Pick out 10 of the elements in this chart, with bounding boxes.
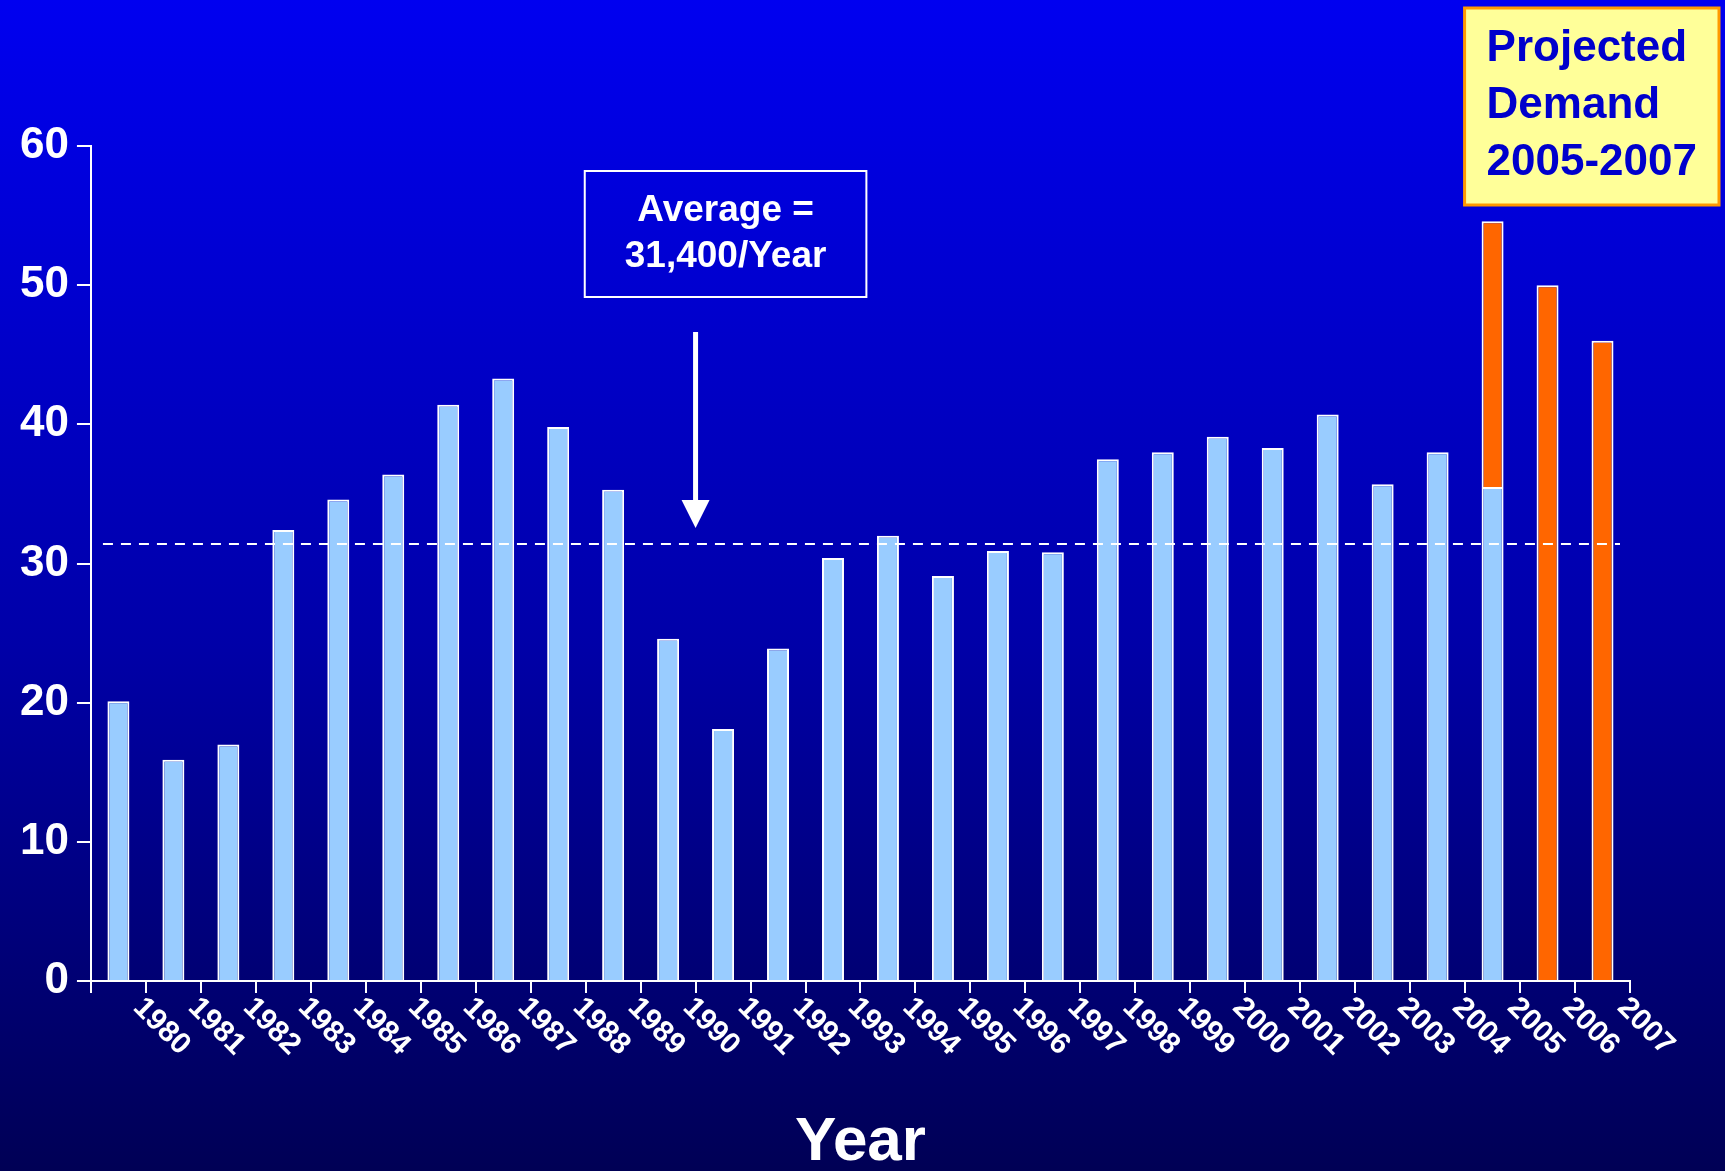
x-axis-title: Year — [794, 1104, 926, 1171]
y-tick-label: 0 — [44, 953, 69, 1003]
y-tick-label: 10 — [19, 813, 69, 863]
ref-line-label: Average = 31,400/Year — [624, 188, 827, 276]
y-tick-label: 60 — [19, 118, 69, 168]
annotation: Projected Demand 2005-2007 — [1486, 21, 1697, 185]
y-tick-label: 20 — [19, 674, 69, 724]
y-tick-label: 30 — [19, 535, 69, 585]
y-tick-label: 40 — [19, 396, 69, 446]
y-tick-label: 50 — [19, 257, 69, 307]
